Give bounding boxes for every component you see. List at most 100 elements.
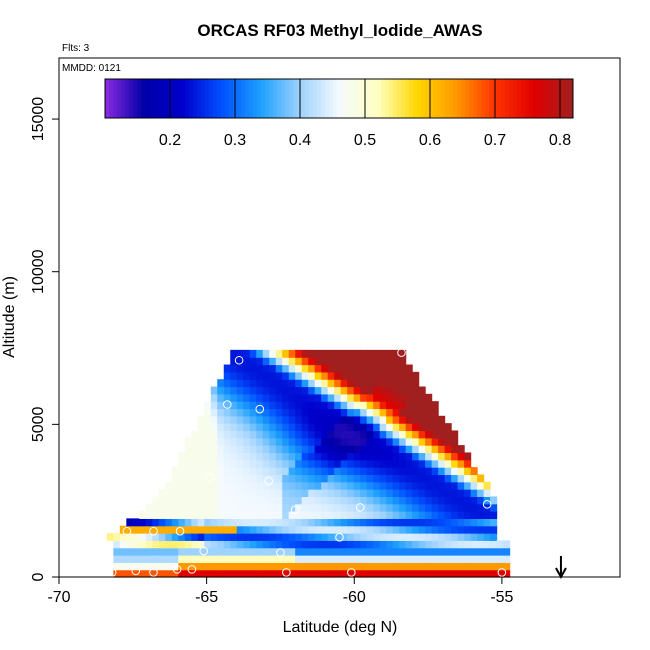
heatmap-cell xyxy=(223,569,231,578)
heatmap-cell xyxy=(288,364,296,373)
heatmap-cell xyxy=(451,452,459,461)
heatmap-cell xyxy=(275,386,283,395)
colorbar-swatch xyxy=(417,79,422,118)
heatmap-cell xyxy=(295,371,303,380)
heatmap-cell xyxy=(191,525,199,534)
heatmap-cell xyxy=(275,357,283,366)
heatmap-cell xyxy=(438,489,446,498)
heatmap-cell xyxy=(412,452,420,461)
heatmap-cell xyxy=(340,547,348,556)
heatmap-cell xyxy=(353,459,361,468)
colorbar-swatch xyxy=(225,79,230,118)
heatmap-cell xyxy=(314,474,322,483)
heatmap-cell xyxy=(314,379,322,388)
heatmap-cell xyxy=(230,481,238,490)
heatmap-cell xyxy=(373,518,381,527)
colorbar-swatch xyxy=(133,79,138,118)
heatmap-cell xyxy=(295,511,303,519)
heatmap-cell xyxy=(119,540,127,549)
heatmap-cell xyxy=(353,474,361,483)
heatmap-cell xyxy=(392,408,400,417)
heatmap-cell xyxy=(353,371,361,380)
colorbar-swatch xyxy=(497,79,502,118)
heatmap-cell xyxy=(249,415,257,424)
heatmap-cell xyxy=(249,467,257,476)
heatmap-cell xyxy=(165,511,173,519)
heatmap-cell xyxy=(210,401,218,410)
heatmap-cell xyxy=(347,474,355,483)
heatmap-cell xyxy=(360,445,368,454)
heatmap-cell xyxy=(288,496,296,505)
heatmap-cell xyxy=(438,415,446,424)
heatmap-cell xyxy=(373,379,381,388)
heatmap-cell xyxy=(269,481,277,490)
heatmap-cell xyxy=(321,349,329,358)
heatmap-cell xyxy=(197,445,205,454)
heatmap-cell xyxy=(340,401,348,410)
heatmap-cell xyxy=(327,489,335,498)
heatmap-cell xyxy=(405,518,413,527)
heatmap-cell xyxy=(249,364,257,373)
heatmap-cell xyxy=(308,518,316,527)
heatmap-cell xyxy=(444,430,452,439)
heatmap-cell xyxy=(314,445,322,454)
heatmap-cell xyxy=(145,562,153,571)
heatmap-cell xyxy=(353,415,361,424)
colorbar-swatch xyxy=(361,79,366,118)
heatmap-cell xyxy=(236,555,244,563)
heatmap-cell xyxy=(373,401,381,410)
heatmap-cell xyxy=(236,496,244,505)
heatmap-cell xyxy=(470,474,478,483)
heatmap-cell xyxy=(113,555,121,563)
heatmap-cell xyxy=(197,437,205,446)
heatmap-cell xyxy=(191,430,199,439)
heatmap-cell xyxy=(405,459,413,468)
heatmap-cell xyxy=(314,540,322,549)
heatmap-cell xyxy=(223,533,231,541)
heatmap-cell xyxy=(282,481,290,490)
colorbar-swatch xyxy=(533,79,538,118)
heatmap-cell xyxy=(301,525,309,534)
heatmap-cell xyxy=(217,511,225,519)
heatmap-cell xyxy=(223,408,231,417)
heatmap-cell xyxy=(191,481,199,490)
heatmap-cell xyxy=(256,511,264,519)
heatmap-cell xyxy=(425,555,433,563)
heatmap-cell xyxy=(106,533,114,541)
heatmap-cell xyxy=(451,547,459,556)
heatmap-cell xyxy=(119,533,127,541)
heatmap-cell xyxy=(392,452,400,461)
heatmap-cell xyxy=(334,489,342,498)
heatmap-cell xyxy=(399,489,407,498)
heatmap-cell xyxy=(288,349,296,358)
heatmap-cell xyxy=(314,503,322,512)
heatmap-cell xyxy=(386,415,394,424)
heatmap-cell xyxy=(210,386,218,395)
heatmap-cell xyxy=(444,547,452,556)
heatmap-cell xyxy=(490,503,498,512)
heatmap-cell xyxy=(425,393,433,402)
heatmap-cell xyxy=(405,408,413,417)
heatmap-cell xyxy=(217,415,225,424)
heatmap-cell xyxy=(165,518,173,527)
heatmap-cell xyxy=(249,379,257,388)
heatmap-cell xyxy=(360,540,368,549)
heatmap-cell xyxy=(191,445,199,454)
heatmap-cell xyxy=(347,540,355,549)
heatmap-cell xyxy=(249,408,257,417)
heatmap-cell xyxy=(223,445,231,454)
heatmap-cell xyxy=(217,569,225,578)
heatmap-cell xyxy=(340,364,348,373)
heatmap-cell xyxy=(236,547,244,556)
heatmap-cell xyxy=(347,452,355,461)
heatmap-cell xyxy=(178,518,186,527)
heatmap-cell xyxy=(184,562,192,571)
heatmap-cell xyxy=(347,555,355,563)
heatmap-cell xyxy=(386,423,394,432)
sample-point xyxy=(335,533,344,542)
heatmap-cell xyxy=(269,555,277,563)
heatmap-cell xyxy=(243,452,251,461)
heatmap-cell xyxy=(412,518,420,527)
sample-point xyxy=(149,526,158,536)
heatmap-cell xyxy=(340,525,348,534)
